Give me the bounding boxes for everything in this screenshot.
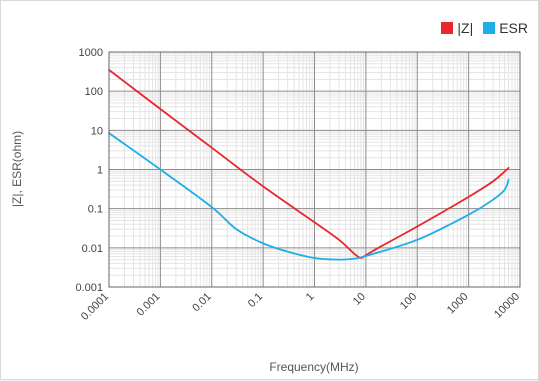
x-tick-label: 10: [351, 291, 368, 308]
legend-label-z: |Z|: [457, 20, 474, 36]
y-tick-labels: 0.001 0.01 0.1 1 10 100 1000: [75, 47, 103, 294]
legend-swatch-esr: [483, 22, 496, 34]
y-tick-label: 0.001: [75, 282, 103, 294]
series-line-esr: [108, 132, 510, 261]
legend-item-esr[interactable]: ESR: [483, 20, 528, 36]
chart-legend: |Z| ESR: [441, 20, 528, 36]
legend-item-z[interactable]: |Z|: [441, 20, 473, 36]
y-tick-label: 10: [91, 125, 103, 137]
x-tick-label: 0.01: [190, 291, 214, 315]
y-tick-label: 100: [85, 86, 103, 98]
legend-label-esr: ESR: [499, 20, 528, 36]
y-tick-label: 0.1: [88, 204, 103, 216]
x-tick-label: 1: [304, 291, 317, 304]
plot-border: [108, 51, 521, 288]
x-axis-title: Frequency(MHz): [269, 360, 358, 374]
x-tick-label: 10000: [492, 291, 522, 321]
y-tick-label: 1: [97, 165, 103, 177]
x-tick-labels: 0.0001 0.001 0.01 0.1 1 10 100 1000 10000: [79, 291, 522, 323]
y-tick-label: 0.01: [82, 243, 103, 255]
series-layer: [108, 68, 510, 261]
series-line-z: [108, 68, 510, 259]
y-axis-title: |Z|, ESR(ohm): [10, 131, 24, 207]
x-tick-label: 0.0001: [79, 291, 111, 323]
x-tick-label: 1000: [445, 291, 471, 317]
legend-swatch-z: [441, 22, 454, 34]
x-tick-label: 100: [398, 291, 419, 312]
x-tick-label: 0.001: [135, 291, 163, 319]
x-tick-label: 0.1: [246, 291, 265, 310]
y-tick-label: 1000: [79, 47, 103, 59]
